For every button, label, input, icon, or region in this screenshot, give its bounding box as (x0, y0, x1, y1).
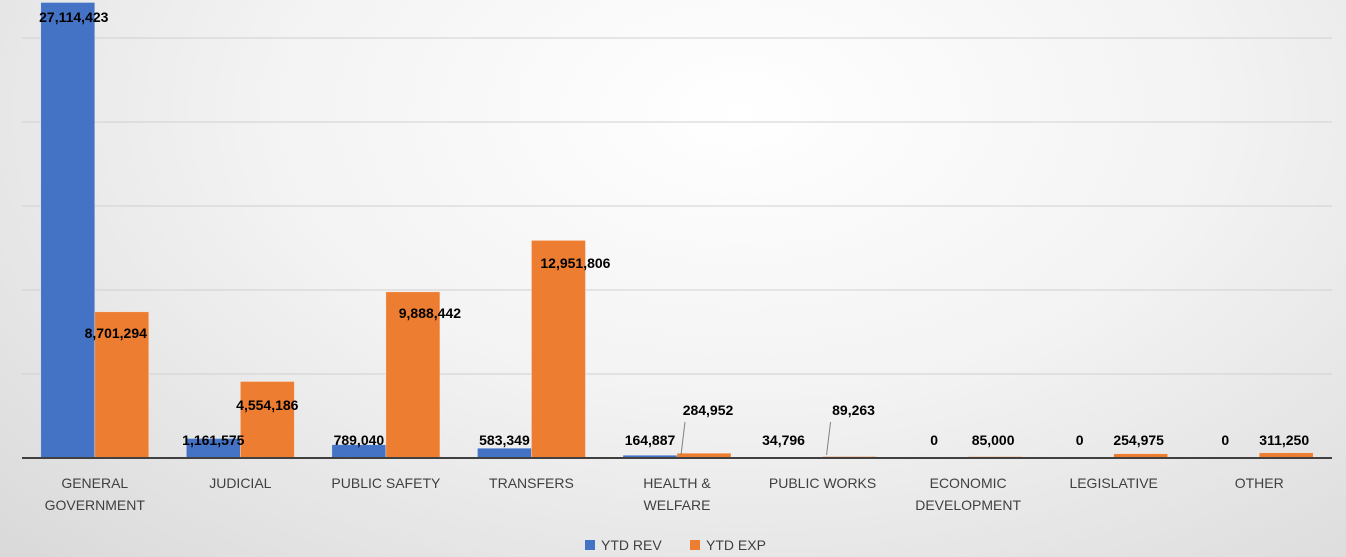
legend: YTD REV YTD EXP (585, 537, 766, 553)
legend-swatch (690, 540, 700, 550)
data-label-rev: 0 (1221, 432, 1229, 448)
category-label: PUBLIC WORKS (769, 475, 876, 491)
data-label-exp: 12,951,806 (540, 255, 610, 271)
data-label-rev: 164,887 (625, 432, 676, 448)
legend-swatch (585, 540, 595, 550)
data-label-exp: 8,701,294 (85, 325, 147, 341)
category-label: DEVELOPMENT (915, 497, 1021, 513)
category-label: GOVERNMENT (45, 497, 146, 513)
category-label: WELFARE (644, 497, 711, 513)
data-labels: 27,114,423 8,701,294 1,161,575 4,554,186 789… (39, 9, 1309, 448)
exp-bar (94, 311, 150, 459)
category-label: LEGISLATIVE (1069, 475, 1157, 491)
data-label-rev: 0 (1076, 432, 1084, 448)
category-label: JUDICIAL (209, 475, 271, 491)
data-label-exp: 311,250 (1259, 432, 1309, 448)
data-label-rev: 27,114,423 (39, 9, 109, 25)
data-label-rev: 34,796 (762, 432, 805, 448)
data-label-rev: 1,161,575 (182, 432, 244, 448)
exp-bar (240, 381, 295, 459)
data-label-rev: 789,040 (334, 432, 385, 448)
data-label-exp: 89,263 (832, 402, 875, 418)
category-labels: GENERAL GOVERNMENT JUDICIAL PUBLIC SAFETY TR… (45, 475, 1284, 513)
category-label: HEALTH & (643, 475, 711, 491)
legend-label: YTD REV (601, 537, 662, 553)
exp-bar (385, 291, 441, 459)
rev-bar (477, 447, 532, 459)
data-label-rev: 583,349 (479, 432, 530, 448)
bars (40, 2, 1314, 459)
category-label: TRANSFERS (489, 475, 574, 491)
data-label-rev: 0 (930, 432, 938, 448)
data-label-exp: 4,554,186 (236, 397, 298, 413)
category-label: ECONOMIC (930, 475, 1007, 491)
category-label: OTHER (1235, 475, 1284, 491)
rev-bar (40, 2, 96, 459)
category-label: PUBLIC SAFETY (331, 475, 441, 491)
legend-label: YTD EXP (706, 537, 766, 553)
exp-bar (531, 240, 586, 459)
data-label-exp: 254,975 (1113, 432, 1164, 448)
leader-lines (680, 421, 832, 456)
data-label-exp: 9,888,442 (399, 305, 461, 321)
leader-line (680, 421, 686, 456)
leader-line (826, 421, 832, 456)
data-label-exp: 284,952 (683, 402, 734, 418)
data-label-exp: 85,000 (972, 432, 1015, 448)
category-label: GENERAL (61, 475, 128, 491)
gridlines (22, 37, 1332, 375)
